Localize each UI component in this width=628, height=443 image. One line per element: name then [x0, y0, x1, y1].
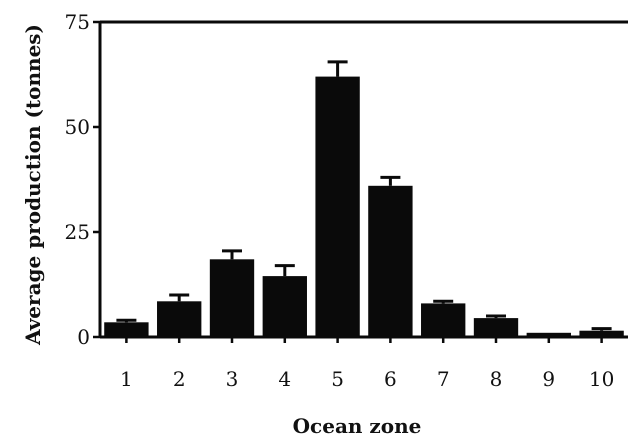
y-axis-ticks: 0 25 50 75 — [65, 10, 100, 349]
bar-zone-4 — [262, 276, 307, 337]
x-tick-label-6: 6 — [384, 367, 397, 391]
y-tick-label-75: 75 — [65, 10, 90, 34]
x-tick-label-8: 8 — [490, 367, 503, 391]
bar-zone-9 — [526, 332, 571, 337]
bar-zone-2 — [157, 301, 202, 337]
x-tick-label-9: 9 — [542, 367, 555, 391]
x-tick-label-4: 4 — [278, 367, 291, 391]
bars — [104, 76, 624, 337]
x-tick-label-2: 2 — [173, 367, 186, 391]
x-tick-label-3: 3 — [226, 367, 239, 391]
bar-zone-6 — [368, 185, 413, 337]
x-axis-tick-labels: 1 2 3 4 5 6 7 8 9 10 — [120, 337, 614, 391]
x-tick-label-10: 10 — [589, 367, 614, 391]
x-axis-title: Ocean zone — [293, 414, 422, 438]
y-tick-label-0: 0 — [77, 325, 90, 349]
y-tick-label-50: 50 — [65, 115, 90, 139]
x-tick-label-1: 1 — [120, 367, 133, 391]
x-tick-label-5: 5 — [331, 367, 344, 391]
bar-zone-8 — [473, 318, 519, 337]
bar-zone-7 — [421, 303, 466, 337]
bar-zone-3 — [209, 259, 255, 337]
bar-zone-5 — [315, 76, 360, 337]
bar-zone-1 — [104, 322, 149, 337]
x-tick-label-7: 7 — [437, 367, 450, 391]
y-axis-title: Average production (tonnes) — [21, 24, 45, 346]
error-bars — [116, 60, 612, 331]
bar-zone-10 — [579, 330, 624, 337]
y-tick-label-25: 25 — [65, 220, 90, 244]
